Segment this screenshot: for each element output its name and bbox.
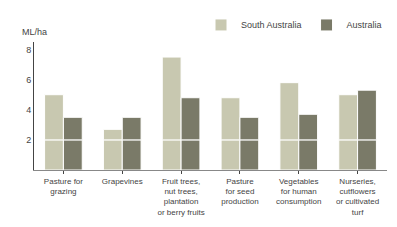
- svg-text:2: 2: [26, 135, 31, 145]
- svg-text:Fruit trees,nut trees,plantati: Fruit trees,nut trees,plantationor berry…: [158, 177, 205, 217]
- svg-text:Australia: Australia: [347, 20, 382, 30]
- svg-text:Nurseries,cutflowersor cultiva: Nurseries,cutflowersor cultivatedturf: [336, 177, 379, 217]
- svg-text:Grapevines: Grapevines: [102, 177, 143, 186]
- svg-text:8: 8: [26, 45, 31, 55]
- svg-text:6: 6: [26, 75, 31, 85]
- svg-text:South Australia: South Australia: [241, 20, 302, 30]
- svg-text:Pasture forgrazing: Pasture forgrazing: [44, 177, 83, 196]
- svg-text:Vegetablesfor humanconsumption: Vegetablesfor humanconsumption: [276, 177, 321, 207]
- svg-text:4: 4: [26, 105, 31, 115]
- svg-text:Pasturefor seedproduction: Pasturefor seedproduction: [221, 177, 258, 207]
- svg-text:ML/ha: ML/ha: [22, 27, 47, 37]
